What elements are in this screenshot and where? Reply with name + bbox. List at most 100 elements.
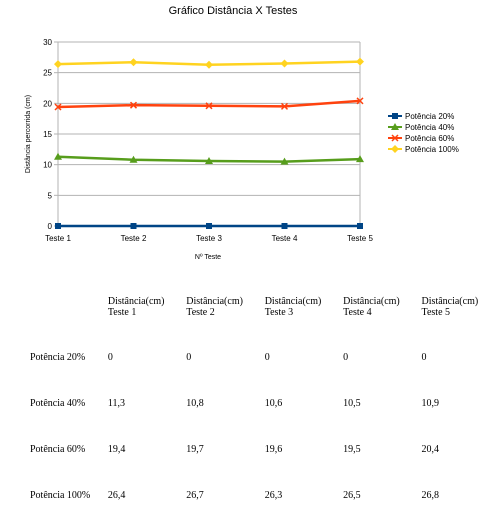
data-table: Distância(cm) Teste 1 Distância(cm) Teste … [30, 293, 500, 520]
table-header-cell: Distância(cm) Teste 2 [186, 293, 264, 350]
chart-grid [54, 41, 361, 227]
data-point [281, 223, 288, 229]
data-point [357, 223, 363, 229]
chart-title: Gráfico Distância X Testes [169, 5, 298, 17]
table-header-cell: Distância(cm) Teste 5 [422, 293, 500, 350]
y-tick-label: 20 [43, 99, 52, 108]
table-cell: 0 [343, 352, 349, 363]
data-point [280, 102, 289, 110]
series-group [55, 223, 363, 229]
data-point [55, 223, 61, 229]
table-header-cell: Distância(cm) Teste 3 [265, 293, 343, 350]
table-cell: 0 [186, 352, 192, 363]
header-quantity: Distância(cm) [186, 296, 243, 307]
row-label: Potência 20% [30, 352, 86, 363]
data-point [356, 57, 364, 66]
table-cell: 10,6 [264, 398, 283, 409]
data-point [129, 101, 138, 109]
y-tick-label: 25 [43, 69, 52, 78]
data-point [205, 102, 213, 110]
header-test: Teste 2 [186, 307, 215, 318]
row-label: Potência 60% [30, 444, 86, 455]
data-point [129, 155, 138, 163]
y-tick-label: 5 [48, 191, 53, 200]
header-quantity: Distância(cm) [264, 296, 322, 307]
table-corner-cell [30, 293, 108, 350]
data-point [280, 157, 289, 165]
header-test: Teste 1 [107, 307, 137, 318]
data-point [392, 113, 398, 119]
data-point [391, 134, 399, 142]
x-tick-label: Teste 2 [121, 234, 147, 243]
table-row: Potência 40% 11,3 10,8 10,6 10,5 10,9 [30, 396, 500, 442]
table-row: Potência 20% 0 0 0 0 0 [30, 350, 500, 396]
x-tick-label: Teste 5 [347, 234, 373, 243]
data-point-stroke [205, 102, 213, 110]
row-label: Potência 100% [30, 490, 91, 501]
series-group [54, 152, 364, 165]
y-tick-label: 30 [43, 38, 52, 47]
y-axis-label: Distância percorrida (cm) [25, 95, 32, 173]
data-point [54, 60, 62, 69]
table-header-row: Distância(cm) Teste 1 Distância(cm) Teste … [30, 293, 500, 350]
x-tick-label: Teste 3 [196, 234, 222, 243]
legend-label: Potência 60% [405, 134, 454, 143]
chart-series [54, 57, 364, 229]
data-point [391, 145, 399, 153]
table-row: Potência 100% 26,4 26,7 26,3 26,5 26,8 [30, 488, 500, 520]
x-axis-label: Nº Teste [195, 254, 221, 261]
data-point [205, 156, 213, 164]
data-point [54, 152, 62, 160]
table-header-cell: Distância(cm) Teste 4 [343, 293, 421, 350]
x-tick-label: Teste 4 [272, 234, 298, 243]
data-point [391, 123, 399, 130]
table-cell: 19,6 [264, 444, 283, 455]
data-point [54, 103, 62, 111]
header-quantity: Distância(cm) [107, 296, 165, 307]
y-tick-label: 10 [43, 161, 52, 170]
x-tick-label: Teste 1 [45, 234, 71, 243]
legend-label: Potência 100% [405, 145, 459, 154]
data-point [280, 59, 289, 68]
table-cell: 0 [264, 352, 270, 363]
data-point [356, 97, 364, 105]
header-quantity: Distância(cm) [343, 296, 400, 307]
data-point-stroke [356, 97, 364, 105]
data-point [129, 58, 138, 67]
y-axis-ticks: 0 5 10 15 20 25 30 [43, 38, 52, 231]
table-cell: 26,5 [343, 490, 361, 501]
table-cell: 19,4 [107, 444, 126, 455]
table-cell: 0 [421, 352, 427, 363]
table-cell: 10,5 [343, 398, 361, 409]
table-row: Potência 60% 19,4 19,7 19,6 19,5 20,4 [30, 442, 500, 488]
y-tick-label: 0 [48, 222, 53, 231]
row-label: Potência 40% [30, 398, 86, 409]
data-point-stroke [280, 102, 289, 110]
table-cell: 11,3 [107, 398, 125, 409]
chart-legend: Potência 20% Potência 40% Potência 60% Potê… [388, 112, 459, 154]
legend-label: Potência 20% [405, 112, 454, 121]
table-cell: 19,5 [343, 444, 361, 455]
data-point-stroke [391, 134, 399, 142]
data-point [205, 60, 213, 69]
series-group [54, 97, 364, 111]
data-point-stroke [54, 103, 62, 111]
table-cell: 19,7 [186, 444, 204, 455]
table-cell: 10,8 [186, 398, 204, 409]
header-test: Teste 3 [264, 307, 294, 318]
data-point [356, 155, 364, 163]
header-quantity: Distância(cm) [421, 296, 479, 307]
table-cell: 26,7 [186, 490, 204, 501]
table-cell: 10,9 [421, 398, 440, 409]
legend-label: Potência 40% [405, 123, 454, 132]
y-tick-label: 15 [43, 130, 52, 139]
series-group [54, 57, 364, 69]
header-test: Teste 5 [421, 307, 451, 318]
x-axis-ticks: Teste 1 Teste 2 Teste 3 Teste 4 Teste 5 [45, 234, 373, 243]
data-point-stroke [129, 101, 138, 109]
line-chart: Gráfico Distância X Testes 051015202530 … [25, 5, 459, 261]
header-test: Teste 4 [343, 307, 372, 318]
table-cell: 20,4 [421, 444, 440, 455]
data-point [206, 223, 212, 229]
table-cell: 0 [107, 352, 113, 363]
